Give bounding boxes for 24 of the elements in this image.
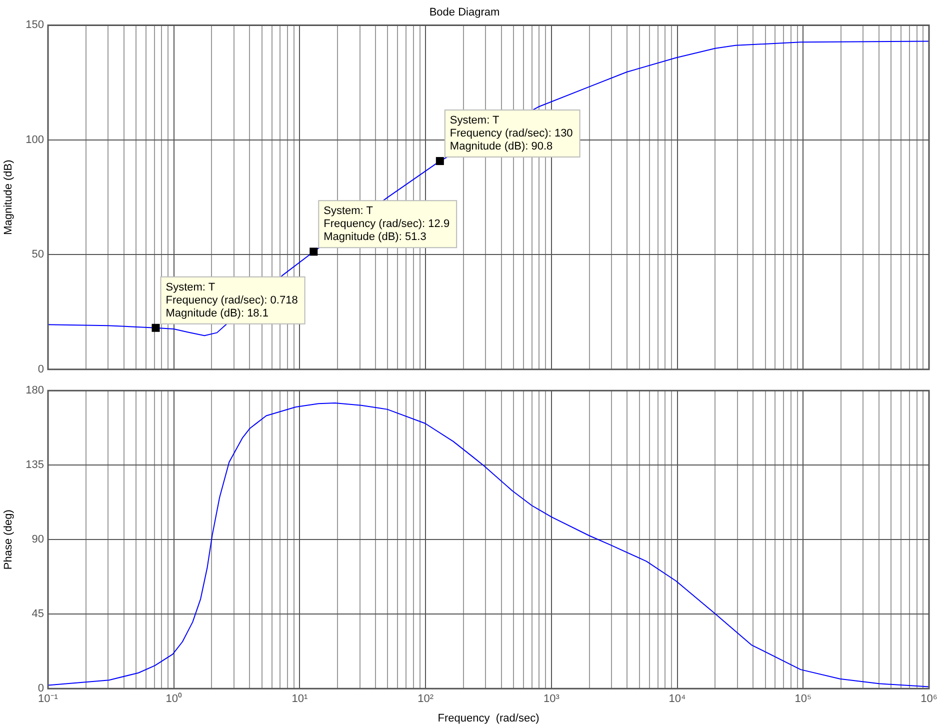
annotation: System: T Frequency (rad/sec): 130 Magnitude (dB): 90.8: [450, 114, 573, 153]
y-tick-label: 150: [26, 19, 44, 32]
x-tick-label: 10⁶: [920, 693, 938, 706]
y-tick-label: 180: [26, 384, 44, 397]
y-tick-label: 45: [32, 608, 44, 620]
annotation: System: T Frequency (rad/sec): 12.9 Magnitude (dB): 51.3: [324, 205, 450, 244]
x-axis-title: Frequency (rad/sec): [438, 712, 540, 724]
x-tick-label: 10³: [543, 693, 560, 706]
x-tick-label: 10⁰: [166, 692, 182, 706]
y-axis-title: Magnitude (dB): [2, 160, 15, 235]
y-axis-title: Phase (deg): [2, 510, 15, 570]
chart-title: Bode Diagram: [429, 6, 500, 19]
y-tick-label: 100: [26, 134, 44, 146]
y-tick-label: 0: [38, 363, 44, 376]
y-tick-label: 0: [38, 682, 44, 695]
x-tick-label: 10²: [418, 693, 434, 706]
x-tick-label: 10⁵: [794, 693, 812, 706]
x-tick-label: 10¹: [292, 693, 308, 706]
x-tick-label: 10⁴: [668, 693, 686, 706]
x-tick-label: 10⁻¹: [38, 693, 58, 706]
y-tick-label: 90: [32, 534, 44, 546]
y-tick-label: 135: [26, 459, 44, 472]
y-tick-label: 50: [32, 248, 44, 261]
annotation: System: T Frequency (rad/sec): 0.718 Magnitude (dB): 18.1: [166, 281, 298, 320]
